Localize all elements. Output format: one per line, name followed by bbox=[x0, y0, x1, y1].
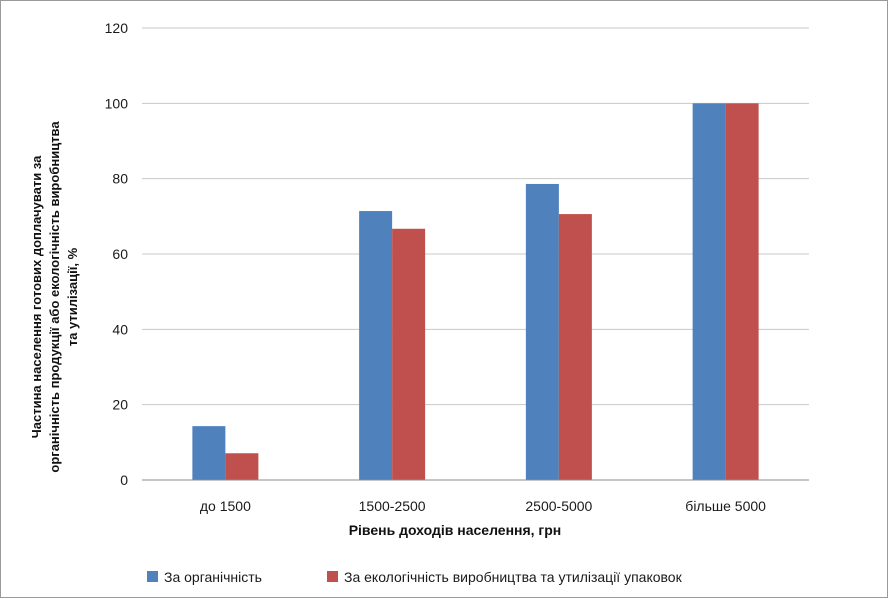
y-axis-label: Частина населення готових доплачувати за… bbox=[29, 121, 80, 473]
x-tick-label: 2500-5000 bbox=[525, 498, 592, 514]
x-tick-label: 1500-2500 bbox=[359, 498, 426, 514]
legend-swatch-ecological bbox=[327, 571, 338, 582]
bar-organic-2 bbox=[525, 183, 559, 480]
bar-ecological-2 bbox=[558, 214, 592, 480]
y-tick-label: 120 bbox=[105, 20, 129, 36]
bar-ecological-3 bbox=[725, 103, 759, 480]
y-tick-label: 100 bbox=[105, 95, 129, 111]
x-tick-label: більше 5000 bbox=[685, 498, 766, 514]
bar-organic-3 bbox=[692, 103, 726, 480]
y-tick-label: 60 bbox=[112, 246, 128, 262]
bar-ecological-0 bbox=[225, 453, 259, 480]
legend: За органічність За екологічність виробни… bbox=[147, 569, 683, 585]
legend-label-ecological: За екологічність виробництва та утилізац… bbox=[344, 569, 683, 585]
x-axis-label: Рівень доходів населення, грн bbox=[349, 522, 562, 538]
y-axis-ticks: 0 20 40 60 80 100 120 bbox=[105, 20, 129, 488]
legend-label-organic: За органічність bbox=[164, 569, 262, 585]
y-tick-label: 40 bbox=[112, 321, 128, 337]
y-axis-label-line-1: Частина населення готових доплачувати за bbox=[29, 155, 44, 439]
x-tick-label: до 1500 bbox=[200, 498, 251, 514]
bars bbox=[192, 103, 759, 480]
y-tick-label: 0 bbox=[120, 472, 128, 488]
bar-ecological-1 bbox=[392, 228, 426, 480]
bar-organic-1 bbox=[359, 211, 393, 480]
x-axis-ticks: до 1500 1500-2500 2500-5000 більше 5000 bbox=[200, 498, 766, 514]
y-axis-label-line-3: та утилізації, % bbox=[65, 247, 80, 346]
y-axis-label-line-2: органічність продукції або екологічність… bbox=[47, 121, 62, 473]
y-tick-label: 80 bbox=[112, 171, 128, 187]
bar-organic-0 bbox=[192, 426, 226, 480]
y-tick-label: 20 bbox=[112, 397, 128, 413]
legend-swatch-organic bbox=[147, 571, 158, 582]
